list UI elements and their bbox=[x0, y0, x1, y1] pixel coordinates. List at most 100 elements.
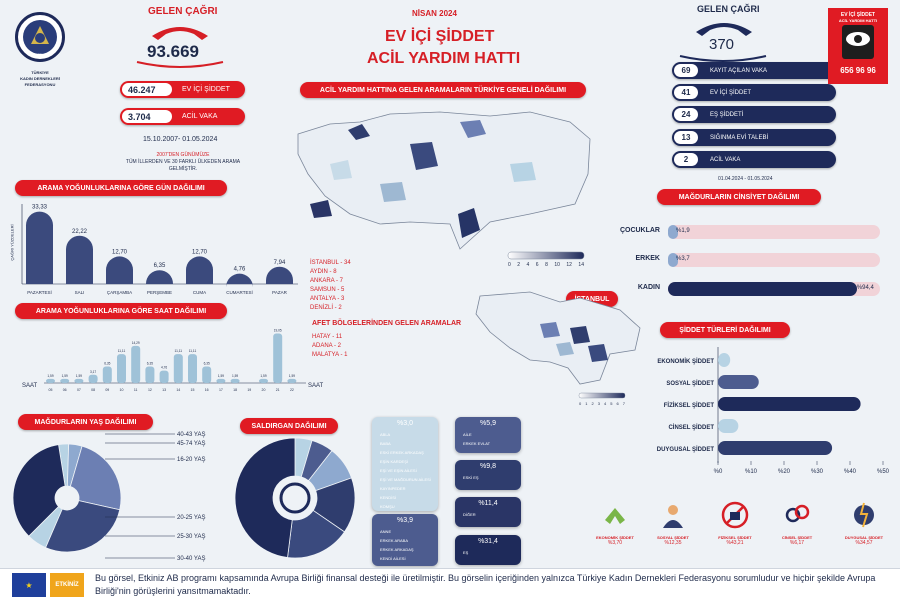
day-chart-title: ARAMA YOĞUNLUKLARINA GÖRE GÜN DAĞILIMI bbox=[15, 180, 227, 196]
violence-bar bbox=[718, 419, 739, 433]
hour-category-label: 14 bbox=[176, 388, 180, 392]
day-category-label: CUMARTESİ bbox=[226, 289, 252, 295]
age-legend-label: 45-74 YAŞ bbox=[177, 441, 205, 447]
istanbul-map bbox=[475, 291, 641, 385]
hour-bar-label: 1,59 bbox=[62, 374, 68, 378]
violence-category-label: EKONOMİK ŞİDDET bbox=[657, 358, 714, 365]
gender-category-label: KADIN bbox=[637, 284, 660, 291]
age-slice bbox=[12, 444, 66, 537]
age-legend-label: 30-40 YAŞ bbox=[177, 556, 205, 562]
age-chart-title: MAĞDURLARIN YAŞ DAĞILIMI bbox=[18, 414, 153, 430]
day-category-label: SALI bbox=[75, 290, 85, 295]
violence-category-label: CİNSEL ŞİDDET bbox=[668, 424, 714, 431]
gender-bar-label: %3,7 bbox=[676, 256, 690, 262]
right-calls-total: 370 bbox=[709, 36, 735, 53]
right-phone-icon bbox=[696, 23, 752, 36]
attacker-center-ring bbox=[279, 482, 311, 514]
hour-category-label: 12 bbox=[148, 388, 152, 392]
day-chart-ylabel: ÇAĞRI YÜZDELERİ bbox=[9, 224, 15, 261]
violence-tick-label: %40 bbox=[844, 469, 857, 475]
day-bar-label: 12,70 bbox=[192, 249, 208, 255]
hour-bar-label: 4,76 bbox=[161, 366, 167, 370]
phone-cord-icon bbox=[136, 61, 224, 68]
gender-bar bbox=[668, 253, 678, 267]
day-bar bbox=[266, 266, 293, 284]
day-bar-label: 33,33 bbox=[32, 205, 48, 211]
month-label: NİSAN 2024 bbox=[412, 9, 457, 18]
hour-category-label: 22 bbox=[290, 388, 294, 392]
hour-category-label: 21 bbox=[276, 388, 280, 392]
hour-category-label: 17 bbox=[219, 388, 223, 392]
violence-bar bbox=[718, 353, 731, 367]
attacker-box-5: %11,4 DİĞER bbox=[455, 497, 521, 527]
footer-text: Bu görsel, Etkiniz AB programı kapsamınd… bbox=[95, 573, 876, 596]
hour-bar-label: 19,05 bbox=[274, 328, 282, 332]
hour-category-label: 05 bbox=[49, 388, 53, 392]
hour-chart-title: ARAMA YOĞUNLUKLARINA GÖRE SAAT DAĞILIMI bbox=[15, 303, 227, 319]
violence-bar bbox=[718, 375, 759, 389]
attacker-slice bbox=[234, 437, 296, 558]
violence-tick-label: %50 bbox=[877, 469, 890, 475]
hour-bar bbox=[173, 354, 183, 383]
logo-year: 1976 bbox=[33, 52, 42, 57]
day-category-label: CUMA bbox=[193, 290, 206, 295]
day-bar-label: 7,94 bbox=[274, 260, 286, 266]
hour-bar-label: 6,35 bbox=[104, 361, 110, 365]
violence-chart-title: ŞİDDET TÜRLERİ DAĞILIMI bbox=[660, 322, 790, 338]
city-list: İSTANBUL - 34 AYDIN - 8 ANKARA - 7 SAMSU… bbox=[310, 260, 351, 311]
violence-bar bbox=[718, 441, 833, 455]
age-pie: 40-43 YAŞ 45-74 YAŞ 16-20 YAŞ 20-25 YAŞ 25-3… bbox=[12, 432, 205, 562]
gender-bar-track bbox=[668, 225, 880, 239]
hour-bar bbox=[117, 354, 126, 383]
day-bar bbox=[66, 235, 93, 284]
istanbul-legend bbox=[578, 392, 626, 399]
hour-bar-label: 11,11 bbox=[189, 349, 197, 353]
gender-category-label: ÇOCUKLAR bbox=[619, 227, 660, 234]
hour-bar-label: 1,59 bbox=[289, 374, 295, 378]
age-slice bbox=[45, 500, 121, 553]
federation-name: TÜRKİYE KADIN DERNEKLERİ FEDERASYONU bbox=[20, 70, 60, 87]
attacker-box-2: %3,9 ANNE ERKEK ARABA ERKEK ARKADAŞ KENDİ A… bbox=[372, 514, 438, 566]
hour-bar-label: 1,59 bbox=[260, 374, 266, 378]
hour-bar bbox=[230, 378, 240, 383]
left-date-range: 15.10.2007- 01.05.2024 bbox=[143, 136, 218, 143]
left-calls-label: GELEN ÇAĞRI bbox=[148, 6, 218, 17]
social-violence-icon bbox=[663, 505, 683, 528]
hour-bar bbox=[74, 378, 84, 383]
age-legend-label: 25-30 YAŞ bbox=[177, 534, 205, 540]
attacker-box-6: %31,4 EŞ bbox=[455, 535, 521, 565]
hour-bar-label: 1,59 bbox=[47, 374, 53, 378]
hour-category-label: 15 bbox=[191, 388, 195, 392]
hour-bar bbox=[216, 378, 226, 383]
hour-category-label: 10 bbox=[120, 388, 124, 392]
day-bar bbox=[226, 273, 253, 288]
age-legend-label: 20-25 YAŞ bbox=[177, 515, 205, 521]
age-slice bbox=[69, 445, 122, 511]
footer: ★ ETKİNİZ Bu görsel, Etkiniz AB programı… bbox=[0, 568, 900, 600]
right-stat-spouse: 24 EŞ ŞİDDETİ bbox=[672, 106, 836, 123]
federation-emblem-icon bbox=[23, 20, 57, 54]
map-legend bbox=[507, 251, 585, 260]
violence-tick-label: %0 bbox=[714, 469, 723, 475]
day-chart: 33,33 PAZARTESİ 22,22 SALI 12,70 ÇARŞAMBA 6,35… bbox=[21, 204, 298, 295]
right-stat-cases: 69 KAYIT AÇILAN VAKA bbox=[672, 62, 836, 79]
day-bar-label: 4,76 bbox=[234, 267, 246, 273]
violence-icon-row: EKONOMİK ŞİDDET %3,70 SOSYAL ŞİDDET %12,… bbox=[580, 500, 900, 566]
hour-bar bbox=[202, 366, 212, 383]
violence-chart: %0 %10 %20 %30 %40 %50 EKONOMİK ŞİDDET SOSYAL Ş… bbox=[657, 347, 890, 475]
hour-bar bbox=[88, 374, 98, 383]
sexual-violence-icon bbox=[785, 504, 810, 523]
attacker-box-1: %3,0 ABLA BABA ESKİ ERKEK ARKADAŞ EŞİN KARD… bbox=[372, 417, 438, 527]
day-bar-label: 12,70 bbox=[112, 249, 128, 255]
gender-bar-track bbox=[668, 253, 880, 267]
left-stat-emergency: 3.704 ACİL VAKA bbox=[120, 108, 245, 125]
etkiniz-logo: ETKİNİZ bbox=[50, 573, 84, 597]
hour-bar bbox=[102, 366, 112, 383]
hour-category-label: 11 bbox=[134, 388, 138, 392]
gender-bar bbox=[668, 225, 678, 239]
right-stat-emergency: 2 ACİL VAKA bbox=[672, 151, 836, 168]
left-note: 2007'DEN GÜNÜMÜZE TÜM İLLERDEN VE 30 FAR… bbox=[125, 152, 241, 172]
hour-category-label: 13 bbox=[162, 388, 166, 392]
hour-bar-label: 6,35 bbox=[147, 361, 153, 365]
